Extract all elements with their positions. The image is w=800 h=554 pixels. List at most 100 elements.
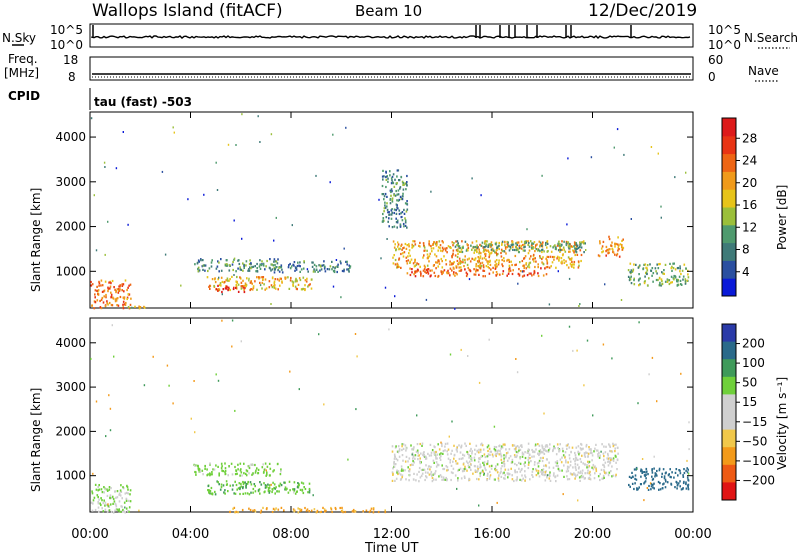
echo-cell [100, 488, 103, 491]
echo-cell [671, 265, 673, 268]
echo-cell [217, 260, 219, 263]
echo-cell [393, 254, 395, 257]
echo-cell [571, 446, 574, 449]
echo-cell [98, 510, 100, 513]
echo-cell [488, 447, 491, 450]
echo-cell [453, 261, 455, 264]
echo-cell [296, 486, 299, 489]
echo-cell [433, 451, 435, 454]
echo-cell [680, 488, 683, 491]
echo-cell [644, 263, 647, 266]
echo-cell [219, 488, 222, 491]
echo-cell [91, 283, 94, 286]
echo-speck [623, 153, 625, 156]
echo-cell [272, 264, 275, 267]
echo-cell [468, 268, 471, 271]
echo-cell [292, 283, 294, 286]
echo-cell [504, 477, 506, 480]
echo-cell [456, 450, 458, 453]
echo-cell [393, 461, 395, 464]
echo-speck [583, 384, 585, 387]
echo-cell [535, 474, 538, 477]
echo-cell [501, 242, 503, 245]
echo-cell [264, 288, 266, 291]
echo-cell [615, 461, 617, 464]
echo-cell [402, 192, 404, 195]
echo-cell [487, 260, 490, 263]
echo-cell [98, 488, 101, 491]
echo-cell [657, 267, 660, 270]
echo-speck [397, 241, 399, 244]
echo-cell [528, 262, 531, 265]
echo-cell [252, 472, 254, 475]
echo-cell [299, 278, 302, 282]
echo-cell [570, 264, 573, 267]
echo-speck [273, 239, 275, 242]
echo-cell [486, 446, 489, 449]
echo-cell [670, 476, 672, 479]
echo-cell [435, 450, 437, 454]
echo-cell [541, 446, 544, 449]
echo-cell [122, 303, 124, 306]
echo-cell [233, 492, 235, 495]
echo-cell [679, 270, 681, 273]
echo-cell [235, 287, 238, 290]
echo-cell [683, 468, 685, 471]
echo-cell [608, 457, 610, 460]
echo-cell [459, 467, 462, 470]
echo-cell [383, 198, 385, 201]
echo-cell [439, 247, 441, 250]
echo-cell [555, 480, 557, 483]
echo-cell [266, 259, 268, 263]
echo-cell [478, 451, 480, 454]
echo-cell [546, 259, 548, 262]
echo-cell [385, 185, 387, 189]
echo-speck [234, 409, 236, 412]
echo-cell [544, 471, 547, 474]
echo-cell [569, 258, 571, 261]
echo-cell [385, 216, 388, 219]
echo-cell [496, 273, 499, 276]
echo-cell [686, 476, 689, 479]
echo-cell [209, 489, 212, 493]
echo-cell [546, 242, 549, 245]
echo-cell [631, 482, 634, 485]
echo-speck [347, 458, 349, 461]
echo-cell [428, 244, 431, 247]
echo-cell [398, 209, 401, 212]
echo-cell [503, 457, 505, 460]
echo-cell [459, 260, 461, 263]
echo-cell [573, 245, 575, 248]
echo-cell [577, 266, 580, 269]
echo-cell [496, 452, 499, 455]
echo-cell [221, 290, 223, 294]
echo-cell [584, 463, 586, 466]
echo-cell [343, 268, 345, 271]
echo-cell [128, 506, 131, 509]
echo-cell [540, 248, 543, 252]
echo-cell [116, 490, 119, 493]
echo-cell [377, 510, 380, 514]
echo-cell [101, 507, 103, 510]
echo-cell [582, 475, 585, 478]
echo-cell [643, 471, 645, 474]
echo-cell [496, 253, 498, 256]
echo-cell [114, 288, 116, 291]
echo-cell [400, 197, 403, 201]
echo-cell [209, 462, 211, 465]
echo-cell [628, 279, 631, 282]
echo-cell [473, 251, 475, 254]
echo-cell [498, 244, 500, 247]
echo-region [392, 240, 584, 269]
echo-cell [425, 464, 427, 467]
echo-cell [546, 262, 549, 265]
echo-cell [646, 267, 648, 270]
echo-cell [218, 472, 220, 475]
echo-cell [569, 472, 572, 475]
echo-cell [524, 245, 526, 248]
echo-cell [389, 170, 391, 173]
echo-cell [236, 488, 238, 491]
echo-cell [257, 468, 260, 471]
echo-cell [569, 262, 572, 265]
echo-cell [409, 473, 411, 477]
